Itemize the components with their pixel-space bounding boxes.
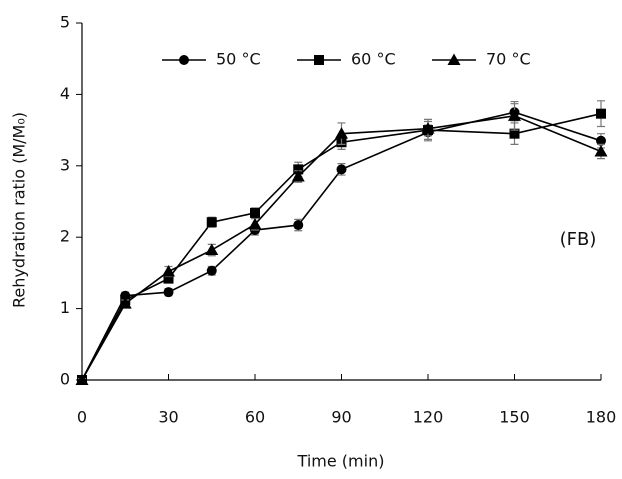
x-tick-label: 90 <box>331 408 351 427</box>
y-axis-title: Rehydration ratio (M/M₀) <box>10 112 29 308</box>
legend-label: 60 °C <box>351 50 396 69</box>
x-tick-label: 120 <box>413 408 444 427</box>
series-line <box>81 111 602 381</box>
y-tick-label: 1 <box>60 298 70 317</box>
marker <box>291 170 305 182</box>
y-tick-label: 5 <box>60 13 70 32</box>
marker <box>250 207 260 218</box>
marker <box>596 108 606 119</box>
marker <box>163 273 174 284</box>
y-tick-label: 2 <box>60 227 70 246</box>
marker <box>205 243 219 256</box>
series-line <box>81 112 602 381</box>
marker <box>314 55 324 65</box>
marker <box>335 127 348 139</box>
x-tick-label: 150 <box>499 408 530 427</box>
marker <box>179 55 189 65</box>
series-line <box>81 114 602 381</box>
marker <box>248 217 262 230</box>
marker <box>336 164 347 175</box>
marker <box>118 297 132 309</box>
annotation: (FB) <box>560 229 597 250</box>
marker <box>508 109 521 121</box>
x-tick-label: 60 <box>245 408 265 427</box>
marker <box>293 164 304 175</box>
x-tick-label: 180 <box>586 408 617 427</box>
marker <box>293 220 304 231</box>
x-tick-label: 30 <box>158 408 178 427</box>
y-tick-label: 0 <box>60 370 70 389</box>
marker <box>163 287 174 298</box>
marker <box>509 128 520 139</box>
marker <box>596 135 606 146</box>
x-axis-title: Time (min) <box>297 452 385 471</box>
y-tick-label: 4 <box>60 84 70 103</box>
marker <box>421 122 435 134</box>
marker <box>447 53 461 65</box>
marker <box>162 264 175 277</box>
legend-label: 70 °C <box>486 50 531 69</box>
marker <box>206 265 217 276</box>
legend-label: 50 °C <box>216 50 261 69</box>
y-tick-label: 3 <box>60 155 70 174</box>
marker <box>206 217 217 228</box>
marker <box>75 373 89 385</box>
marker <box>594 145 608 157</box>
x-tick-label: 0 <box>77 408 87 427</box>
